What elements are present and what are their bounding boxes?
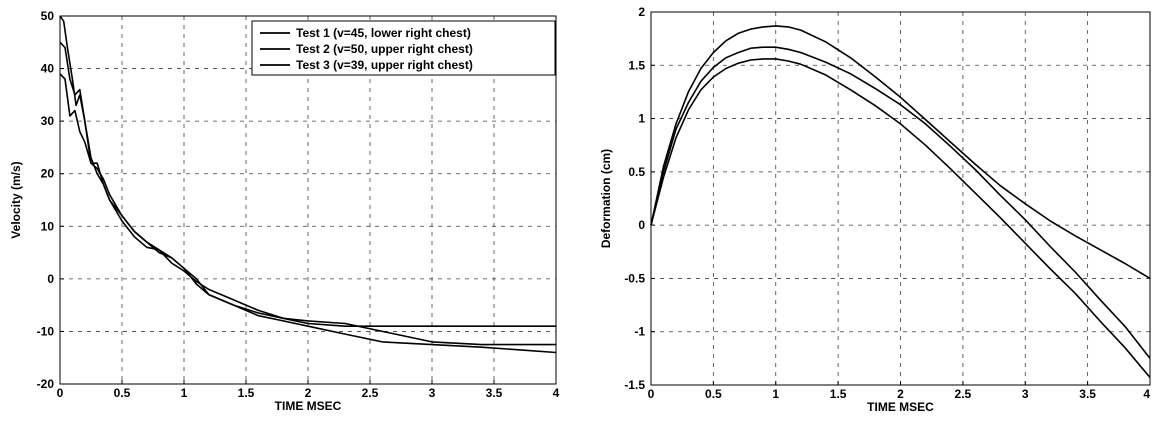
x-tick-label: 1 (181, 386, 188, 400)
legend-box (251, 20, 556, 76)
x-axis-label: TIME MSEC (867, 400, 934, 414)
x-tick-label: 1 (772, 387, 779, 401)
legend-entry: Test 1 (v=45, lower right chest) (296, 26, 471, 40)
y-tick-label: 0 (638, 218, 645, 232)
chart-panel-2: 0 0.5 1 1.5 2 2.5 3 3.5 4-1.5-1-0.500.511.52TIME… (599, 5, 1151, 414)
legend-entry: Test 3 (v=39, upper right chest) (296, 58, 473, 72)
y-tick-label: -1 (634, 325, 645, 339)
x-tick-label: 2.5 (362, 386, 379, 400)
y-tick-label: 40 (41, 62, 55, 76)
x-tick-label: 0.5 (705, 387, 722, 401)
series-line-3 (650, 58, 1151, 379)
x-tick-label: 0 (57, 386, 64, 400)
x-tick-label: 1.5 (830, 387, 847, 401)
y-tick-label: 0 (47, 272, 54, 286)
x-tick-label: 3.5 (1079, 387, 1096, 401)
y-tick-label: 1 (638, 112, 645, 126)
x-tick-label: 4 (553, 386, 560, 400)
y-tick-label: 50 (41, 9, 55, 23)
x-tick-label: 4 (1143, 387, 1150, 401)
x-tick-label: 0.5 (114, 386, 131, 400)
y-tick-label: -20 (37, 377, 55, 391)
y-axis-label: Deformation (cm) (599, 149, 613, 248)
y-tick-label: -1.5 (624, 378, 645, 392)
series-line-1 (59, 41, 556, 328)
y-tick-label: 10 (41, 219, 55, 233)
series-line-3 (59, 73, 556, 346)
series-line-2 (59, 15, 557, 354)
y-tick-label: 20 (41, 167, 55, 181)
x-tick-label: 3.5 (486, 386, 503, 400)
chart-panel-1: 0 0.5 1 1.5 2 2.5 3 3.5 4 -20 -10 0 10 20 30 40 50 TIME M… (9, 9, 560, 413)
y-tick-label: -0.5 (624, 271, 645, 285)
x-tick-label: 2 (305, 386, 312, 400)
legend-entry: Test 2 (v=50, upper right chest) (296, 42, 473, 56)
y-tick-label: 30 (41, 114, 55, 128)
x-tick-label: 1.5 (238, 386, 255, 400)
y-tick-label: -10 (37, 324, 55, 338)
x-tick-label: 3 (429, 386, 436, 400)
x-axis-label: TIME MSEC (275, 399, 342, 413)
series-line-2 (650, 46, 1151, 359)
y-axis-label: Velocity (m/s) (9, 161, 23, 238)
legend: Test 1 (v=45, lower right chest) Test 2 (… (251, 20, 556, 76)
x-tick-label: 0 (648, 387, 655, 401)
x-tick-label: 3 (1022, 387, 1029, 401)
y-tick-label: 1.5 (628, 58, 645, 72)
x-tick-label: 2.5 (955, 387, 972, 401)
series-line-1 (650, 25, 1151, 280)
y-tick-label: 2 (638, 5, 645, 19)
y-tick-label: 0.5 (628, 165, 645, 179)
x-tick-label: 2 (897, 387, 904, 401)
